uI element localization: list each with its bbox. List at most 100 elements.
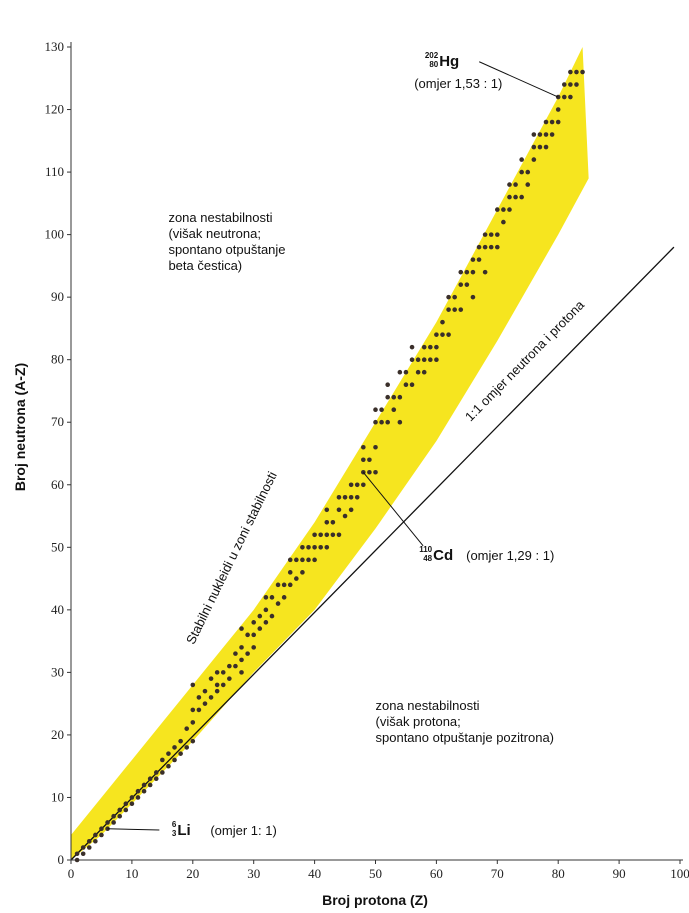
y-tick-label: 80 xyxy=(51,352,64,367)
stability-band-area xyxy=(71,47,589,860)
nuclide-point xyxy=(117,813,123,819)
nuclide-point xyxy=(129,801,135,807)
nuclide-point xyxy=(336,532,342,538)
nuclide-point xyxy=(172,745,177,750)
nuclide-point xyxy=(409,382,415,388)
nuclide-point xyxy=(86,838,92,844)
nuclide-point xyxy=(196,707,202,713)
nuclide-point xyxy=(318,532,323,538)
y-tick-label: 110 xyxy=(45,164,64,179)
element-symbol: Cd xyxy=(433,547,453,564)
nuclide-point xyxy=(251,620,256,625)
nuclide-point xyxy=(74,851,80,857)
nuclide-point xyxy=(361,457,366,463)
nuclide-point xyxy=(220,682,226,688)
nuclide-point xyxy=(227,663,232,669)
nuclide-point xyxy=(227,676,232,681)
element-symbol: Hg xyxy=(439,53,459,70)
nuclide-point xyxy=(275,582,281,588)
nuclide-point xyxy=(391,394,397,400)
mass-number: 110 xyxy=(419,545,432,554)
nuclide-point xyxy=(513,182,518,187)
y-tick-label: 60 xyxy=(51,477,64,492)
nuclide-point xyxy=(568,69,573,75)
nuclide-point xyxy=(141,782,147,788)
nuclide-point xyxy=(434,332,439,337)
nuclide-point xyxy=(385,382,390,388)
nuclide-point xyxy=(160,770,165,775)
nuclide-point xyxy=(324,532,330,538)
nuclide-point xyxy=(233,663,238,669)
axes: 0 10 20 30 40 50 60 70 80 90 100 110 120 130 0 10 20 30 40… xyxy=(45,39,689,881)
nuclide-point xyxy=(287,582,293,588)
nuclide-point xyxy=(367,457,372,463)
nuclide-point xyxy=(287,570,293,575)
nuclide-point xyxy=(549,132,555,137)
nuclide-point xyxy=(306,557,311,563)
nuclide-point xyxy=(513,194,518,200)
nuclide-point xyxy=(336,494,342,500)
nuclide-point xyxy=(129,795,135,800)
nuclide-point xyxy=(147,782,153,788)
nuclide-point xyxy=(385,419,390,425)
nuclide-point xyxy=(397,394,403,400)
nuclide-point xyxy=(421,369,427,375)
nuclide-point xyxy=(495,232,500,237)
nuclide-point xyxy=(482,232,488,237)
nuclide-point xyxy=(269,595,275,600)
nuclide-point xyxy=(153,776,159,781)
nuclide-point xyxy=(324,545,330,550)
x-tick-label: 40 xyxy=(308,866,321,881)
nuclide-point xyxy=(354,494,360,500)
nuclide-point xyxy=(574,82,579,87)
nuclide-point xyxy=(452,307,457,312)
nuclide-point xyxy=(214,670,220,675)
mass-number: 6 xyxy=(172,820,177,829)
nuclide-point xyxy=(574,69,579,75)
nuclide-point xyxy=(330,532,336,538)
nuclide-point xyxy=(251,645,256,650)
x-tick-label: 90 xyxy=(613,866,626,881)
proton-number: 48 xyxy=(423,554,432,563)
nuclide-point xyxy=(172,757,177,763)
nuclide-point xyxy=(476,244,482,250)
nuclide-point xyxy=(99,826,104,832)
ratio-text: (omjer 1,53 : 1) xyxy=(414,76,502,91)
x-tick-label: 0 xyxy=(68,866,75,881)
nuclide-points xyxy=(74,69,585,863)
element-symbol: Li xyxy=(177,822,190,839)
nuclide-point xyxy=(86,845,92,850)
leader-line xyxy=(362,471,424,547)
nuclide-point xyxy=(531,144,537,150)
nuclide-point xyxy=(342,494,348,500)
nuclide-point xyxy=(519,194,524,200)
nuclide-point xyxy=(147,776,153,781)
nuclide-point xyxy=(269,613,275,619)
nuclide-point xyxy=(80,851,86,857)
nuclide-point xyxy=(153,770,159,775)
x-tick-label: 60 xyxy=(430,866,443,881)
nuclide-point xyxy=(294,557,299,563)
nuclide-point xyxy=(300,570,305,575)
nuclide-point xyxy=(434,344,439,350)
nuclide-point xyxy=(178,751,183,756)
nuclide-point xyxy=(470,294,476,300)
nuclide-point xyxy=(470,269,476,275)
nuclide-point xyxy=(239,657,244,663)
ratio-text: (omjer 1,29 : 1) xyxy=(466,548,554,563)
nuclide-point xyxy=(300,557,305,563)
proton-number: 80 xyxy=(429,60,438,69)
nuclide-point xyxy=(141,788,147,794)
nuclide-point xyxy=(123,801,129,807)
nuclide-point xyxy=(245,632,250,638)
x-tick-label: 20 xyxy=(186,866,199,881)
nuclide-point xyxy=(525,182,531,187)
nuclide-point xyxy=(488,232,494,237)
nuclide-point xyxy=(336,507,342,513)
nuclide-point xyxy=(281,595,287,600)
nuclide-point xyxy=(239,645,244,650)
nuclide-point xyxy=(379,419,384,425)
ratio-text: (omjer 1: 1) xyxy=(210,823,276,838)
